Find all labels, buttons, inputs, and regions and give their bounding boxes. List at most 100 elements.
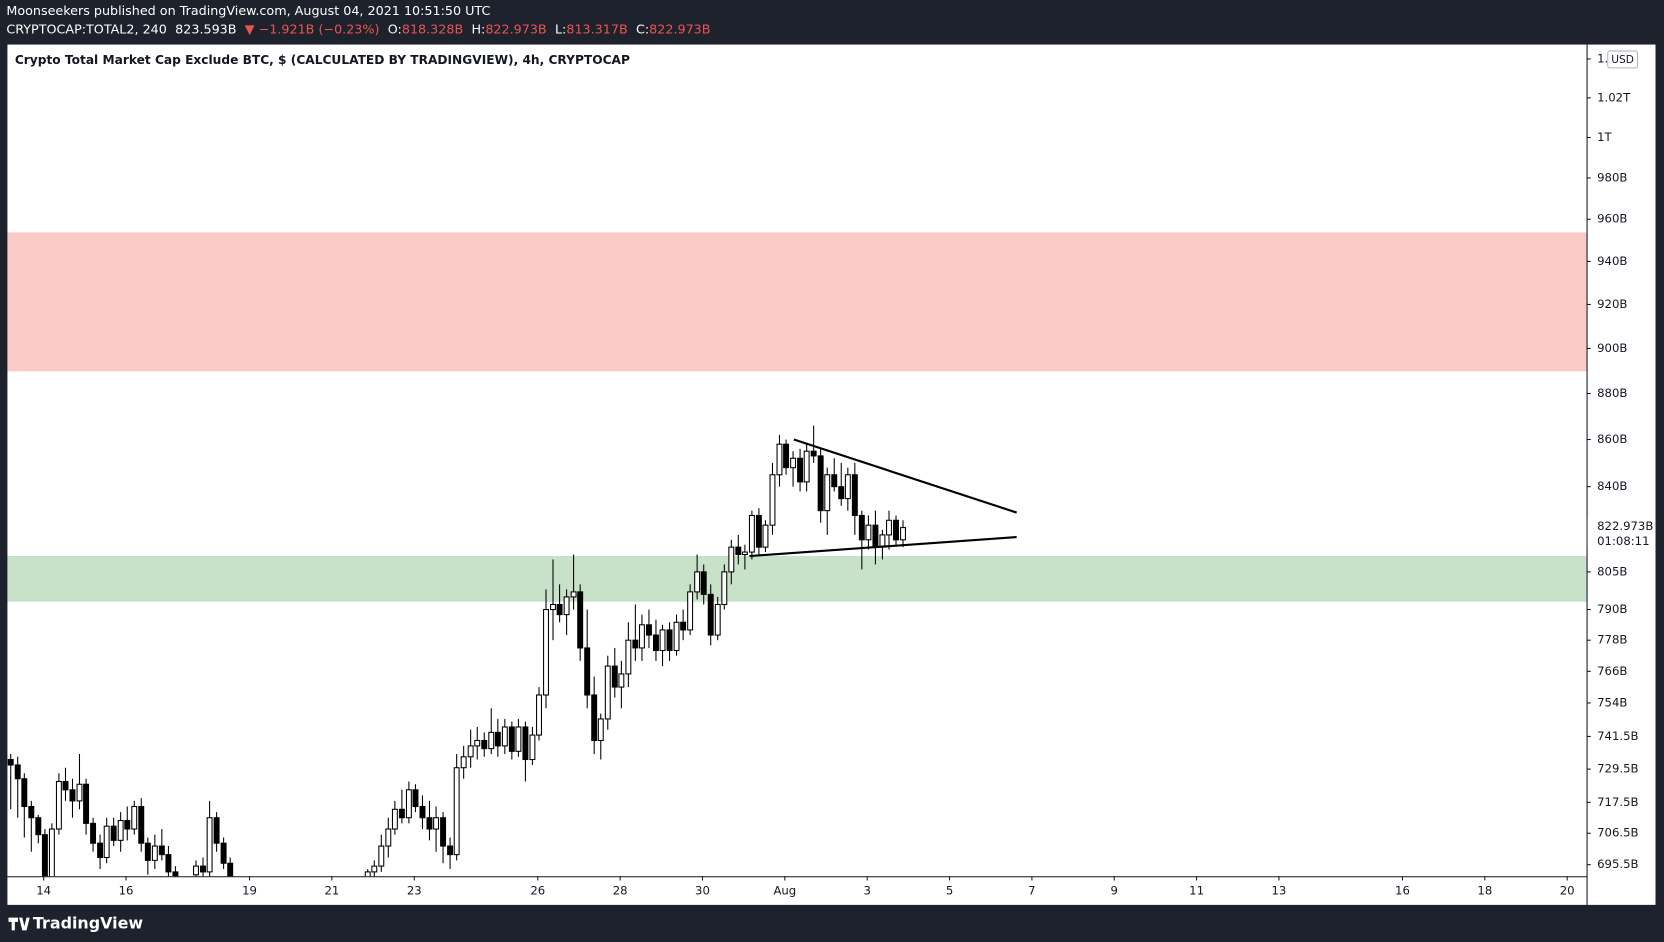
ohlc-label: L: [555,22,566,37]
x-tick-label: 30 [695,884,710,898]
candle-body [645,624,652,636]
candle-body [865,524,872,541]
y-tick-label: 980B [1597,170,1627,184]
y-tick-label: 695.5B [1597,857,1638,871]
x-tick-label: 14 [36,884,51,898]
candle-body [172,871,179,877]
candle-body [879,534,886,548]
candle-body [515,726,522,752]
candle-body [144,842,151,861]
candle-body [48,828,55,877]
candle-body [556,603,563,616]
y-tick-label: 754B [1597,695,1627,709]
y-tick-label: 1.02T [1597,90,1631,104]
candle-body [117,820,124,841]
y-tick-label: 880B [1597,386,1627,400]
candle-body [447,845,454,856]
candle-body [131,805,138,830]
candle-body [529,734,536,761]
candle-body [213,817,220,844]
candle-body [817,455,824,512]
candle-body [110,825,117,841]
y-tick-label: 840B [1597,479,1627,493]
symbol: CRYPTOCAP:TOTAL2, 240 [6,22,167,37]
candle-body [501,726,508,747]
candle-body [831,474,838,488]
ohlc-value: 818.328B [402,22,463,37]
candle-body [488,731,495,750]
x-tick-label: 5 [946,884,953,898]
y-tick-label: 1T [1597,130,1612,144]
y-tick-label: 920B [1597,297,1627,311]
candle-body [707,593,714,636]
candle-body [460,756,467,769]
ohlc-label: C: [636,22,649,37]
candle-body [426,817,433,830]
candle-body [900,527,906,541]
candle-body [371,865,378,873]
y-tick-label: 778B [1597,633,1627,647]
candle-body [797,457,804,483]
candle-body [700,571,707,595]
chart-title: Crypto Total Market Cap Exclude BTC, $ (… [15,53,630,67]
candle-body [41,834,48,877]
x-tick-label: 23 [407,884,422,898]
candle-body [570,591,577,598]
candle-body [577,591,584,649]
y-tick-label: 729.5B [1597,762,1638,776]
candle-body [872,524,879,548]
candle-body [14,764,21,780]
ohlc-label: O: [388,22,402,37]
candle-body [748,514,755,553]
candle-body [419,805,426,819]
candle-body [227,862,234,877]
ohlc-label: H: [471,22,485,37]
y-tick-label: 717.5B [1597,795,1638,809]
y-tick-label: 960B [1597,212,1627,226]
y-tick-label: 1. [1597,51,1608,65]
candle-body [762,524,769,548]
candle-body [721,571,728,606]
candle-body [755,514,762,548]
candle-body [652,634,659,652]
candle-body [550,603,556,611]
candle-body [391,808,398,830]
y-tick-label: 805B [1597,564,1627,578]
candle-body [597,718,604,742]
candle-body [625,639,632,675]
candle-body [83,783,90,824]
candle-body [776,443,783,476]
candle-body [886,519,892,536]
symbol-line: CRYPTOCAP:TOTAL2, 240 823.593B ▼ −1.921B… [6,22,710,37]
candle-body [858,514,865,541]
candle-body [97,842,104,859]
candle-body [659,629,666,652]
candle-body [783,443,790,469]
candle-body [398,808,405,819]
candle-body [666,629,673,652]
candle-body [838,486,845,500]
candle-body [790,457,797,469]
candle-body [55,780,62,830]
candle-body [21,778,28,808]
candle-body [138,805,145,844]
logo: TradingView [8,913,143,932]
candle-body [735,546,742,556]
candle-body [604,665,611,720]
x-tick-label: 19 [242,884,257,898]
candle-body [893,519,899,541]
candle-body [474,739,481,747]
candle-body [536,694,542,736]
y-tick-label: 790B [1597,602,1627,616]
ohlc-value: 822.973B [485,22,546,37]
candle-body [824,474,831,512]
candle-body [522,726,529,761]
candle-body [7,758,14,766]
candle-body [673,621,680,652]
candle-body [405,789,412,819]
currency: USD [1611,53,1634,66]
change: ▼ −1.921B (−0.23%) [245,22,380,37]
candle-body [433,817,440,830]
